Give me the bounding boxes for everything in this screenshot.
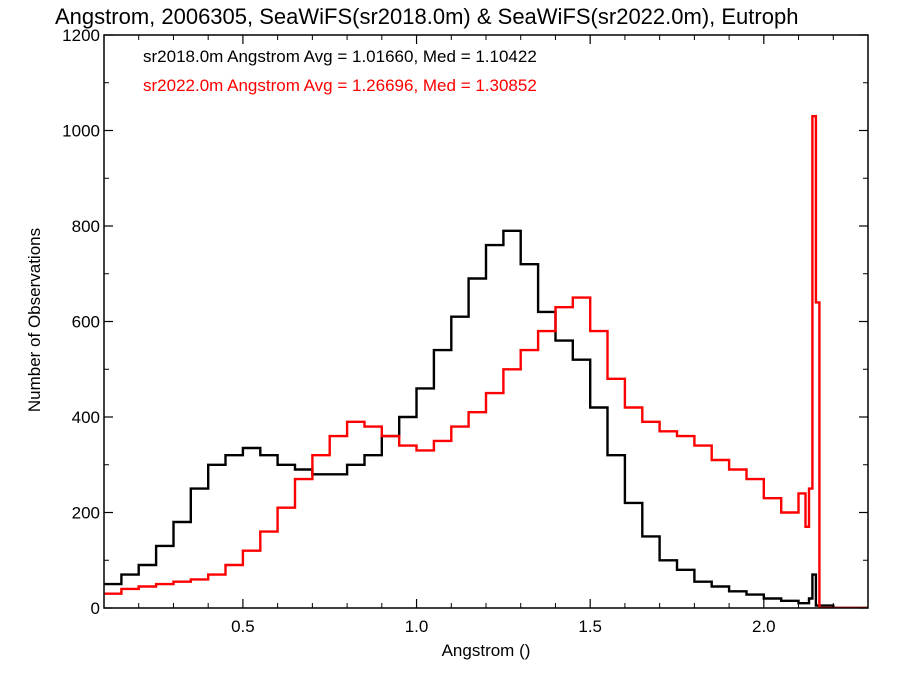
- x-tick-label: 2.0: [752, 617, 776, 636]
- plot-frame: [103, 34, 869, 609]
- x-tick-label: 1.0: [405, 617, 429, 636]
- plot-area: [104, 115, 868, 608]
- y-tick-label: 800: [72, 217, 100, 236]
- y-tick-label: 400: [72, 408, 100, 427]
- y-tick-label: 1000: [62, 122, 100, 141]
- y-axis-label: Number of Observations: [25, 228, 44, 412]
- y-tick-label: 600: [72, 313, 100, 332]
- axes: 0 200 400 600 800 1000 1200 0.5 1.0 1.5 2.0: [62, 26, 869, 636]
- legend-entry-sr2022: sr2022.0m Angstrom Avg = 1.26696, Med = …: [143, 76, 537, 95]
- chart-title: Angstrom, 2006305, SeaWiFS(sr2018.0m) & …: [55, 4, 798, 29]
- x-axis-label: Angstrom (): [442, 641, 531, 660]
- legend-entry-sr2018: sr2018.0m Angstrom Avg = 1.01660, Med = …: [143, 47, 537, 66]
- x-tick-label: 1.5: [578, 617, 602, 636]
- y-tick-label: 1200: [62, 26, 100, 45]
- series-line-sr2022.0m: [104, 115, 868, 608]
- legend: sr2018.0m Angstrom Avg = 1.01660, Med = …: [143, 47, 537, 95]
- series-line-sr2018.0m: [104, 229, 868, 608]
- y-tick-label: 200: [72, 504, 100, 523]
- x-tick-label: 0.5: [231, 617, 255, 636]
- y-tick-label: 0: [91, 599, 100, 618]
